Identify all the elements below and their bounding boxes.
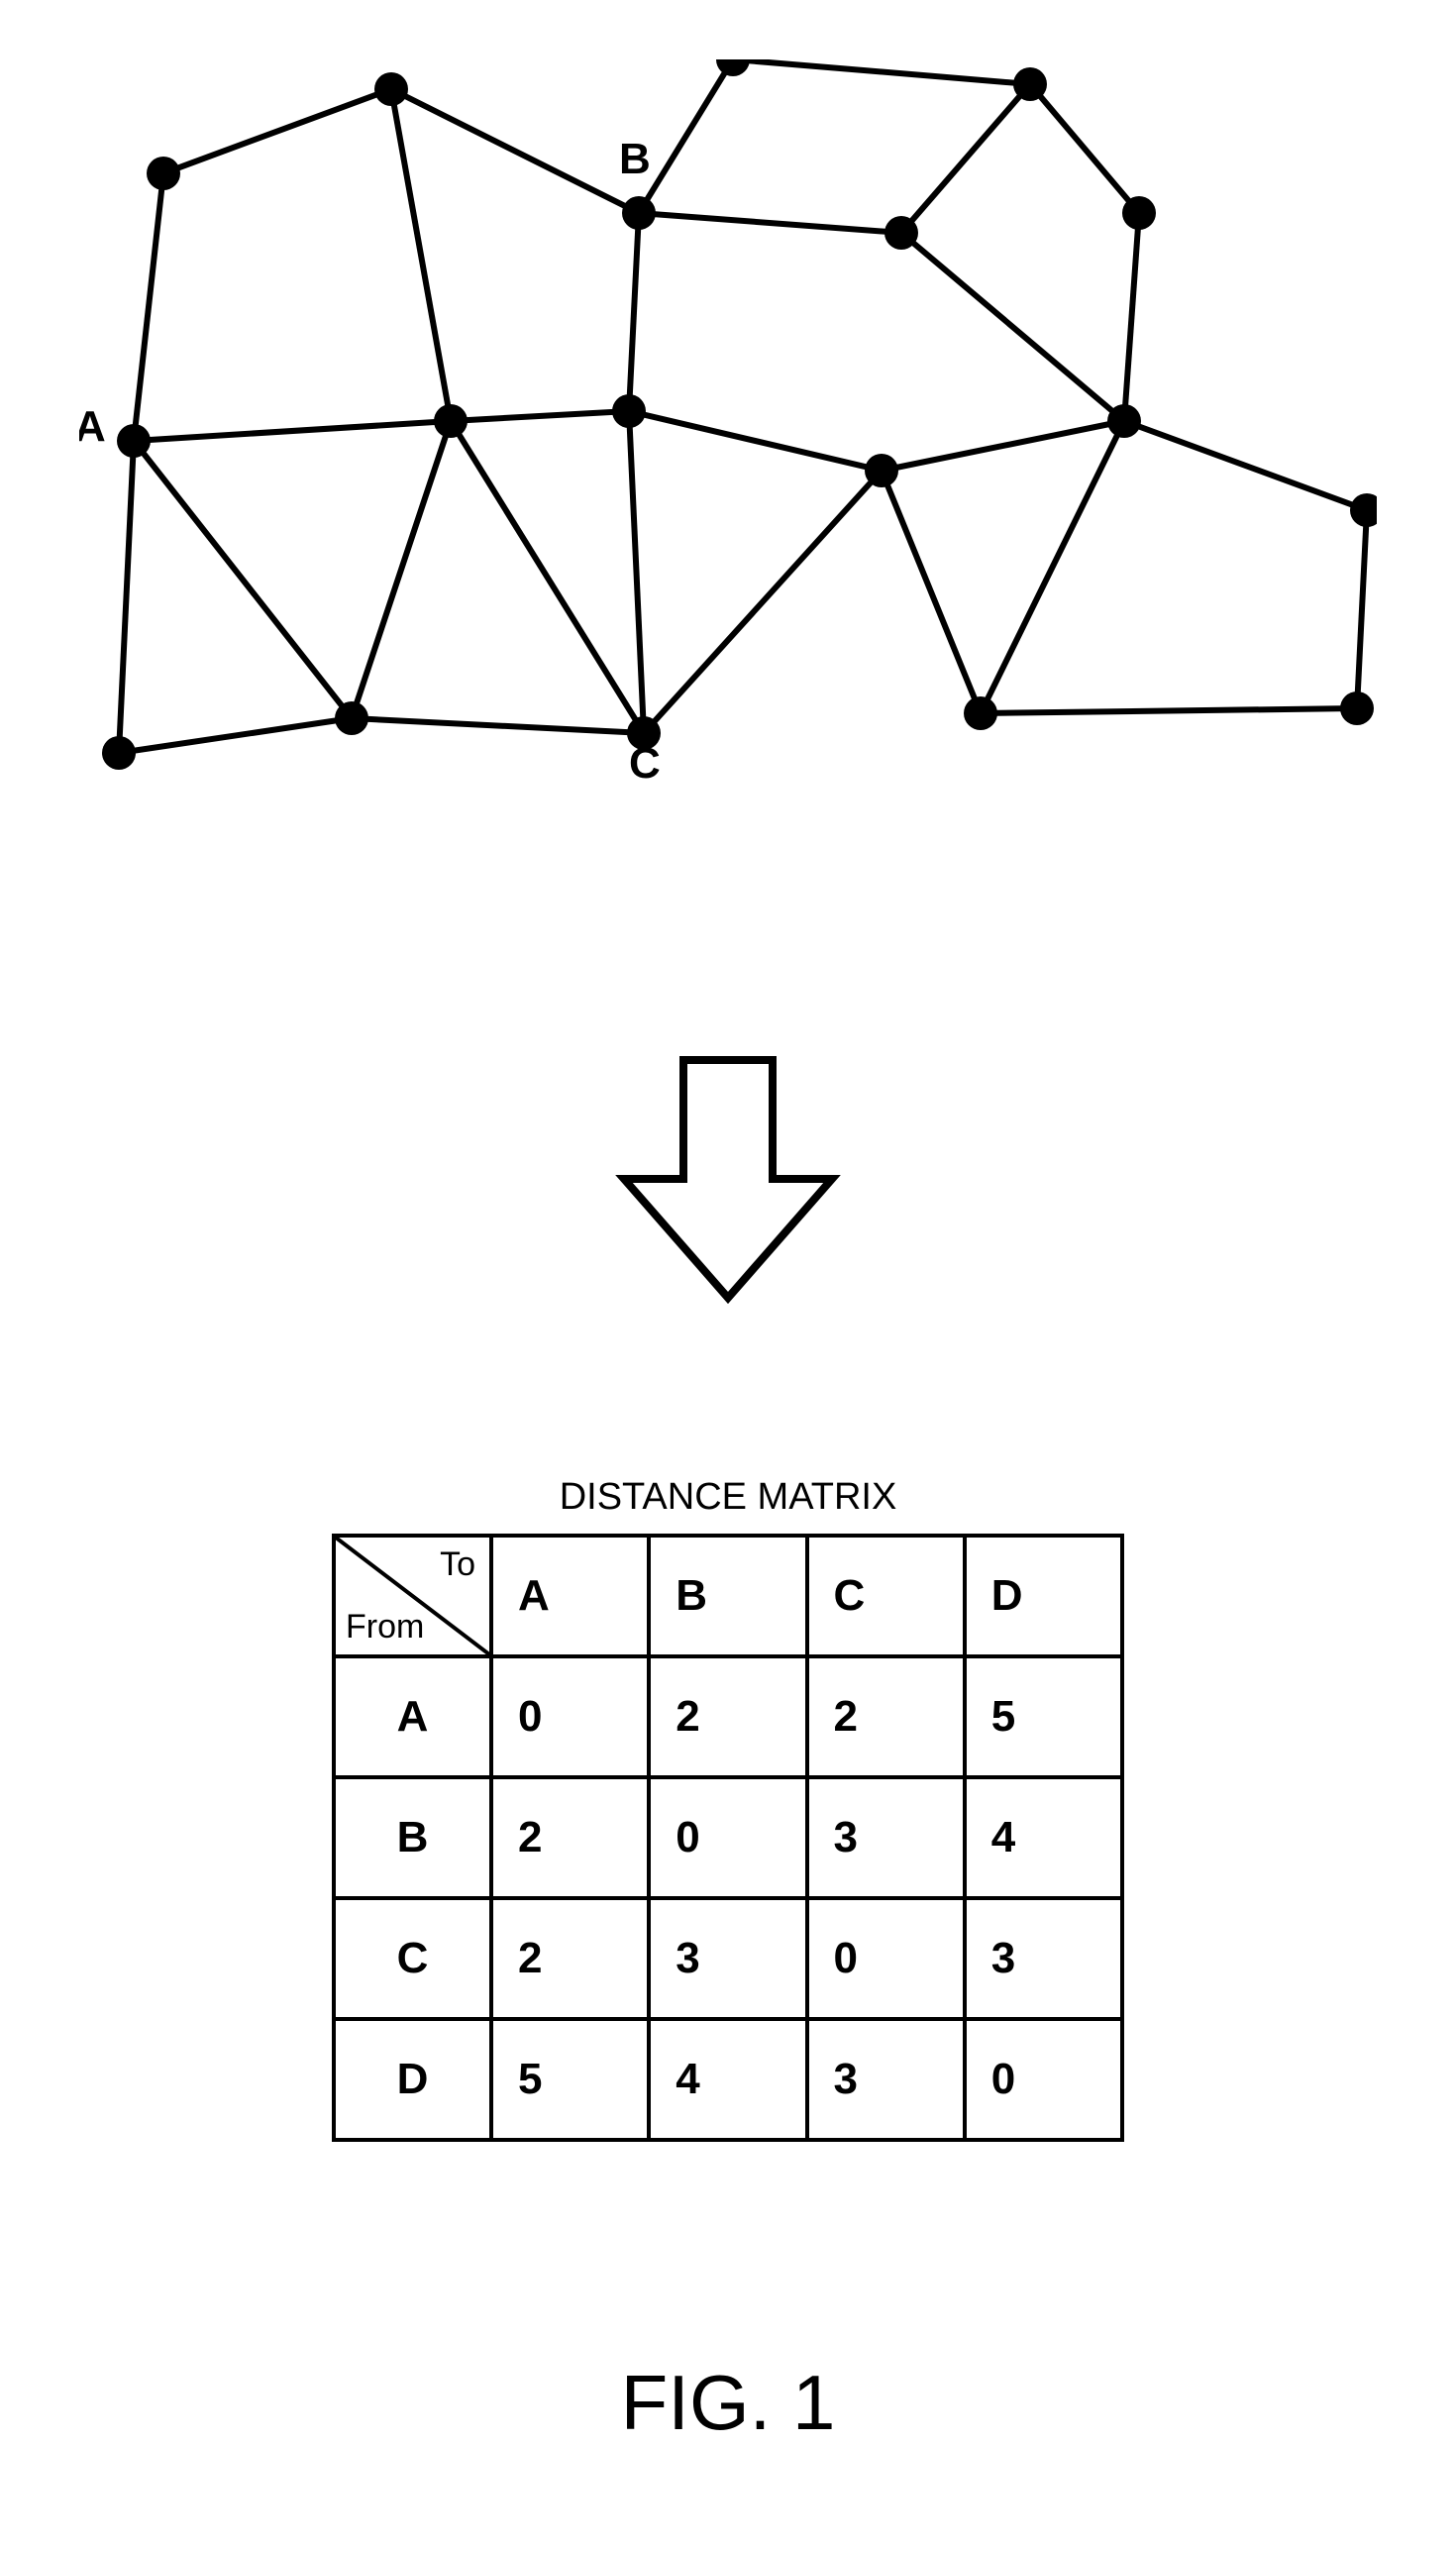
graph-node <box>964 696 997 730</box>
graph-edge <box>119 441 134 753</box>
graph-edge <box>1357 510 1367 708</box>
graph-edge <box>901 233 1124 421</box>
graph-edge <box>352 718 644 733</box>
graph-edge <box>1030 84 1139 213</box>
graph-node <box>1122 196 1156 230</box>
down-arrow <box>614 1050 842 1308</box>
matrix-cell: 0 <box>965 2019 1122 2140</box>
down-arrow-icon <box>624 1060 832 1298</box>
graph-edge <box>391 89 639 213</box>
matrix-cell: 0 <box>807 1898 965 2019</box>
graph-edge <box>981 708 1357 713</box>
matrix-cell: 5 <box>965 1656 1122 1777</box>
graph-node <box>1013 67 1047 101</box>
matrix-cell: 2 <box>649 1656 806 1777</box>
column-header: A <box>491 1536 649 1656</box>
row-header: C <box>334 1898 491 2019</box>
graph-node <box>865 454 898 487</box>
graph-edge <box>134 173 163 441</box>
graph-node <box>884 216 918 250</box>
corner-to-label: To <box>440 1545 475 1584</box>
matrix-title: DISTANCE MATRIX <box>332 1476 1124 1519</box>
network-graph: BACD <box>79 59 1377 872</box>
matrix-cell: 0 <box>491 1656 649 1777</box>
graph-node <box>1340 691 1374 725</box>
graph-edge <box>981 421 1124 713</box>
graph-node <box>612 394 646 428</box>
corner-from-label: From <box>346 1608 424 1647</box>
table-header-row: To From ABCD <box>334 1536 1122 1656</box>
graph-edge <box>352 421 451 718</box>
graph-edge <box>391 89 451 421</box>
node-label-c: C <box>629 739 661 788</box>
table-row: C2303 <box>334 1898 1122 2019</box>
graph-node <box>147 157 180 190</box>
distance-matrix-section: DISTANCE MATRIX ToFromABCDA0225B2034C230… <box>332 1476 1124 2142</box>
table-row: A0225 <box>334 1656 1122 1777</box>
graph-edge <box>119 718 352 753</box>
graph-edge <box>639 59 733 213</box>
graph-node <box>117 424 151 458</box>
graph-edge <box>1124 213 1139 421</box>
node-label-a: A <box>79 402 106 451</box>
graph-node <box>374 72 408 106</box>
matrix-cell: 2 <box>491 1898 649 2019</box>
node-label-b: B <box>619 135 651 183</box>
graph-edge <box>882 471 981 713</box>
matrix-cell: 2 <box>807 1656 965 1777</box>
row-header: B <box>334 1777 491 1898</box>
graph-edge <box>882 421 1124 471</box>
graph-edge <box>629 213 639 411</box>
column-header: B <box>649 1536 806 1656</box>
graph-edge <box>639 213 901 233</box>
table-row: B2034 <box>334 1777 1122 1898</box>
graph-edge <box>644 471 882 733</box>
table-corner-cell: To From <box>334 1536 491 1656</box>
graph-edge <box>163 89 391 173</box>
graph-svg: BACD <box>79 59 1377 872</box>
graph-edge <box>901 84 1030 233</box>
row-header: D <box>334 2019 491 2140</box>
graph-edge <box>733 59 1030 84</box>
arrow-svg <box>614 1050 842 1308</box>
graph-node <box>335 701 368 735</box>
graph-edge <box>451 411 629 421</box>
matrix-cell: 4 <box>965 1777 1122 1898</box>
matrix-cell: 5 <box>491 2019 649 2140</box>
graph-edge <box>629 411 882 471</box>
row-header: A <box>334 1656 491 1777</box>
graph-edge <box>1124 421 1367 510</box>
column-header: C <box>807 1536 965 1656</box>
graph-edge <box>134 421 451 441</box>
table-row: D5430 <box>334 2019 1122 2140</box>
column-header: D <box>965 1536 1122 1656</box>
distance-matrix-table: ToFromABCDA0225B2034C2303D5430 <box>332 1534 1124 2142</box>
graph-edge <box>451 421 644 733</box>
matrix-cell: 4 <box>649 2019 806 2140</box>
matrix-cell: 2 <box>491 1777 649 1898</box>
graph-edge <box>134 441 352 718</box>
figure-label: FIG. 1 <box>0 2358 1456 2448</box>
matrix-cell: 0 <box>649 1777 806 1898</box>
matrix-cell: 3 <box>965 1898 1122 2019</box>
graph-node <box>1350 493 1377 527</box>
graph-node <box>1107 404 1141 438</box>
graph-node <box>102 736 136 770</box>
matrix-cell: 3 <box>649 1898 806 2019</box>
graph-edge <box>629 411 644 733</box>
matrix-cell: 3 <box>807 1777 965 1898</box>
graph-node <box>622 196 656 230</box>
matrix-cell: 3 <box>807 2019 965 2140</box>
graph-node <box>434 404 468 438</box>
